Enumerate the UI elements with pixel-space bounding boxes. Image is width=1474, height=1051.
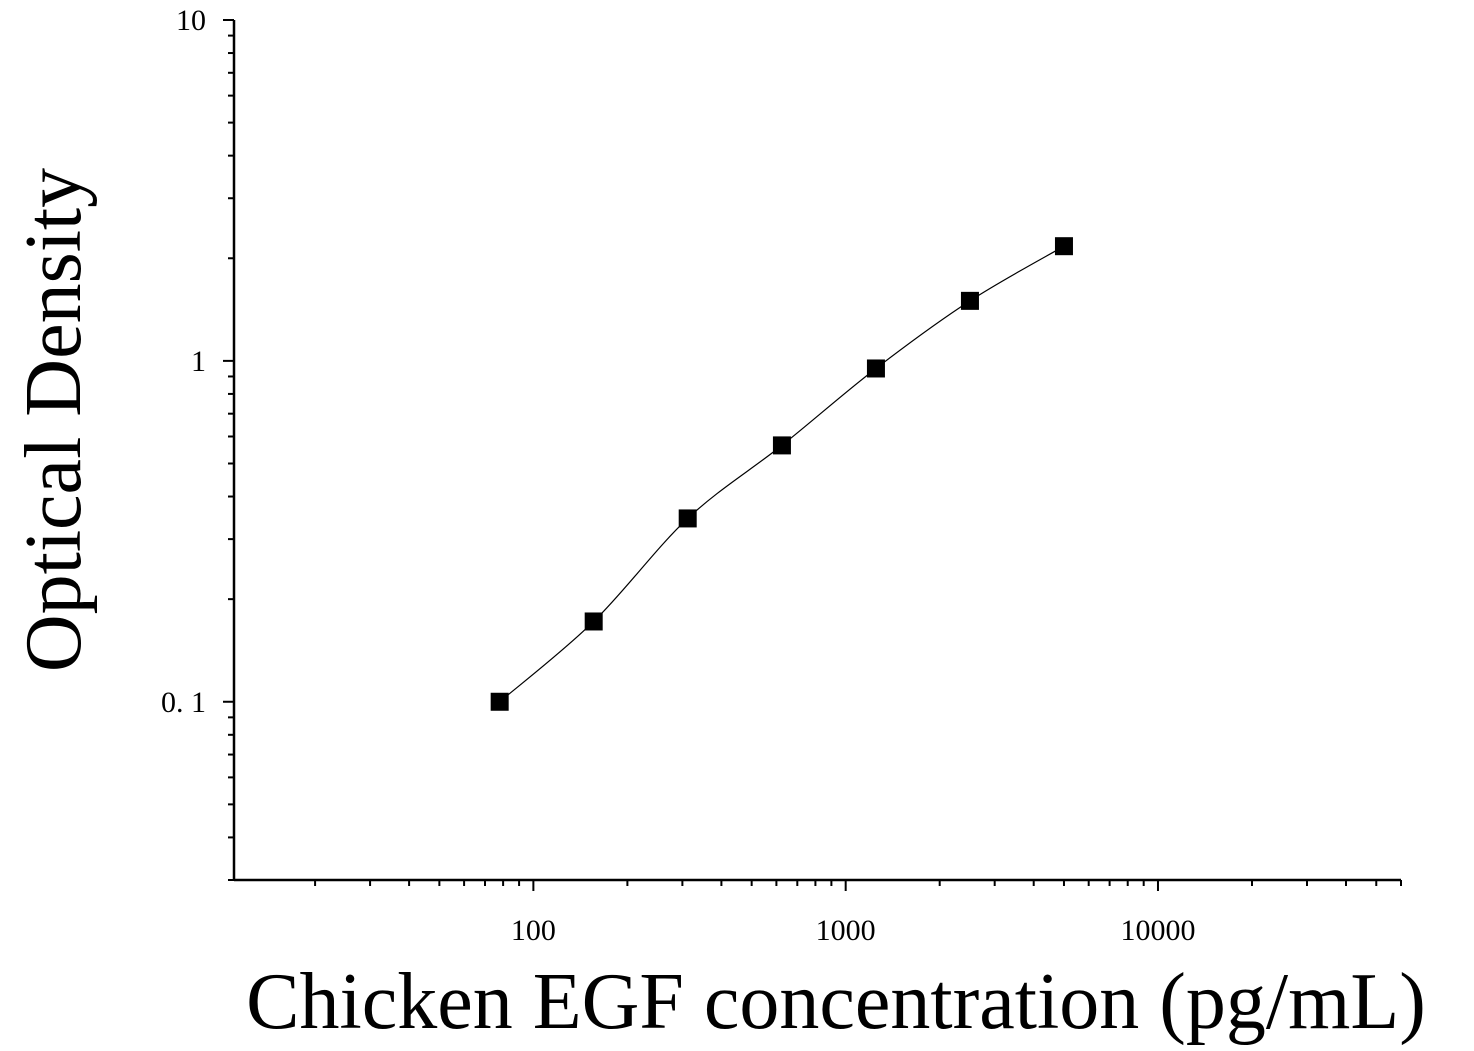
y-tick-label: 1 <box>191 345 206 378</box>
data-points <box>490 237 1073 711</box>
data-point <box>866 359 885 378</box>
data-point <box>1054 237 1073 256</box>
axes <box>232 20 1401 882</box>
x-tick-label: 10000 <box>1120 914 1195 947</box>
data-point <box>678 509 697 528</box>
x-tick-label: 1000 <box>816 914 876 947</box>
data-point <box>490 692 509 711</box>
data-point <box>960 291 979 310</box>
tick-labels: 100 1000 10000 0. 1 1 10 <box>161 4 1195 947</box>
x-tick-label: 100 <box>511 914 556 947</box>
fit-curve <box>499 245 1065 703</box>
data-point <box>584 612 603 631</box>
y-axis-title: Optical Density <box>10 168 98 672</box>
ticks <box>223 19 1402 891</box>
x-axis-title: Chicken EGF concentration (pg/mL) <box>246 958 1426 1046</box>
data-point <box>772 436 791 455</box>
y-tick-label: 0. 1 <box>161 686 206 719</box>
y-tick-label: 10 <box>176 4 206 37</box>
